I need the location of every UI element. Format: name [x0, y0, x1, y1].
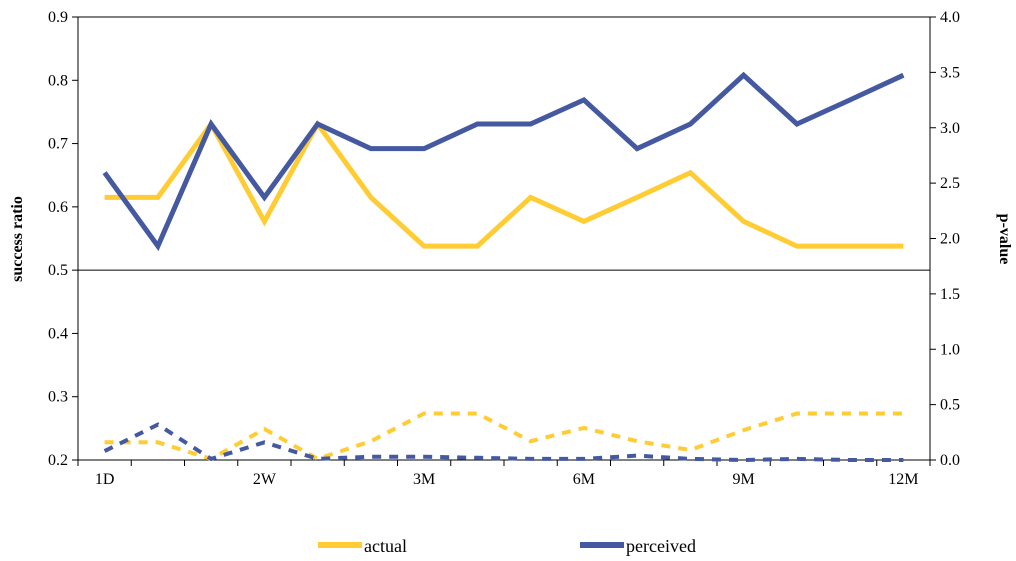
right-tick-label: 1.0 [940, 341, 960, 358]
right-tick-label: 4.0 [940, 9, 960, 26]
left-tick-label: 0.7 [48, 136, 68, 153]
legend: actual perceived [318, 536, 696, 556]
right-axis-title: p-value [996, 214, 1013, 265]
right-tick-label: 0.5 [940, 397, 960, 414]
series-line-actual [104, 119, 904, 249]
left-tick-label: 0.5 [48, 262, 68, 279]
legend-label-perceived: perceived [626, 536, 696, 556]
x-tick-label: 1D [95, 471, 115, 488]
x-tick-label: 12M [888, 471, 918, 488]
left-axis: 0.2 0.3 0.4 0.5 0.6 0.7 0.8 0.9 [48, 9, 78, 469]
left-tick-label: 0.8 [48, 72, 68, 89]
x-tick-label: 2W [253, 471, 277, 488]
left-tick-label: 0.6 [48, 199, 68, 216]
plot-area [77, 16, 931, 461]
series-layer [102, 71, 905, 463]
left-tick-label: 0.9 [48, 9, 68, 26]
right-tick-label: 2.5 [940, 175, 960, 192]
series-line-perceived [102, 71, 905, 252]
x-tick-label: 3M [413, 471, 435, 488]
left-axis-title: success ratio [9, 196, 26, 282]
right-tick-label: 0.0 [940, 452, 960, 469]
x-tick-label: 9M [733, 471, 755, 488]
legend-label-actual: actual [364, 536, 407, 556]
right-tick-label: 3.5 [940, 64, 960, 81]
right-tick-label: 1.5 [940, 286, 960, 303]
series-line-pvalue-3 [103, 422, 904, 463]
x-tick-label: 6M [573, 471, 595, 488]
left-tick-label: 0.2 [48, 452, 68, 469]
series-line-pvalue-2 [104, 411, 904, 462]
left-tick-label: 0.3 [48, 389, 68, 406]
plot-border [77, 16, 931, 461]
right-tick-label: 2.0 [940, 231, 960, 248]
right-axis: 0.0 0.5 1.0 1.5 2.0 2.5 3.0 3.5 4.0 [930, 9, 960, 469]
x-axis: 1D 2W 3M 6M 9M 12M [77, 460, 931, 488]
left-tick-label: 0.4 [48, 325, 68, 342]
right-tick-label: 3.0 [940, 120, 960, 137]
